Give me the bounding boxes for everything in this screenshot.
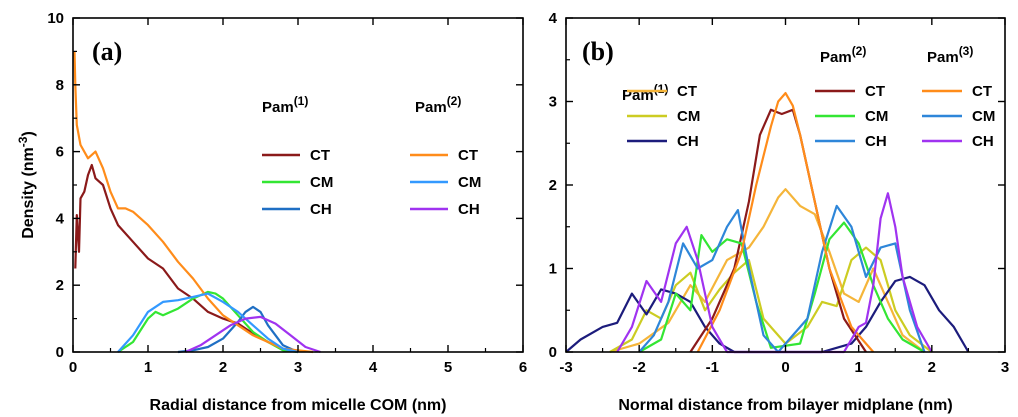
legend-entry-label: CM [972, 108, 995, 125]
y-axis-title: Density (nm-3) [16, 131, 37, 239]
legend-group-title-sup: (2) [447, 94, 462, 108]
x-tick-label: -1 [706, 359, 719, 376]
legend-group-title-main: Pam [622, 87, 654, 104]
x-tick-label: -3 [559, 359, 572, 376]
x-tick-label: 3 [1001, 359, 1009, 376]
x-tick-label: 2 [219, 359, 227, 376]
legend-group-title-sup: (1) [294, 94, 309, 108]
series-line-1-0 [609, 188, 926, 354]
y-axis-title-end: ) [20, 131, 37, 136]
x-tick-label: 1 [854, 359, 862, 376]
legend-group-title-sup: (1) [654, 82, 669, 96]
legend-entry-label: CH [458, 201, 480, 218]
x-tick-label: 2 [928, 359, 936, 376]
legend-group-title-main: Pam [927, 49, 959, 66]
x-tick-label: 3 [294, 359, 302, 376]
legend-group-title-sup: (3) [959, 44, 974, 58]
x-tick-label: -2 [632, 359, 645, 376]
series-line-0-4 [117, 292, 299, 354]
series-line-0-0 [74, 163, 299, 354]
legend-group-title: Pam(2) [415, 94, 461, 116]
y-axis-title-sup: -3 [16, 136, 30, 147]
legend-group-title: Pam(3) [927, 44, 973, 66]
y-tick-label: 10 [47, 10, 64, 27]
legend-group-title: Pam(1) [262, 94, 308, 116]
x-tick-label: 4 [369, 359, 378, 376]
panel-b: -3 -2 -1 0 1 2 3 0 1 2 3 4 Normal distance from bila… [549, 10, 1010, 414]
x-tick-label: 1 [144, 359, 152, 376]
x-tick-label: 6 [519, 359, 527, 376]
series-line-1-5 [638, 204, 926, 354]
panel-a: 0 1 2 3 4 5 6 0 2 4 6 8 10 Radial distance from micel… [16, 10, 527, 414]
y-tick-label: 2 [549, 177, 557, 194]
y-tick-label: 2 [56, 277, 64, 294]
legend-group-title-main: Pam [262, 99, 294, 116]
x-tick-label: 0 [781, 359, 789, 376]
plot-frame [565, 17, 1006, 353]
y-axis-title-main: Density (nm [20, 147, 37, 239]
legend-entry-label: CM [865, 108, 888, 125]
legend-entry-label: CT [458, 147, 478, 164]
x-tick-label: 0 [69, 359, 77, 376]
y-tick-label: 0 [56, 344, 64, 361]
legend-entry-label: CT [865, 83, 885, 100]
legend-group-title: Pam(2) [820, 44, 866, 66]
legend-group-title: Pam(1) [622, 82, 668, 104]
legend-entry-label: CM [310, 174, 333, 191]
series-line-0-5 [185, 315, 321, 354]
y-tick-label: 6 [56, 144, 64, 161]
legend-entry-label: CM [677, 108, 700, 125]
y-tick-label: 0 [549, 344, 557, 361]
legend-entry-label: CH [865, 133, 887, 150]
series-line-1-6 [696, 92, 875, 353]
legend-group-title-main: Pam [820, 49, 852, 66]
legend-entry-label: CT [310, 147, 330, 164]
x-axis-title: Radial distance from micelle COM (nm) [150, 397, 447, 414]
series-line-1-1 [609, 246, 933, 353]
x-tick-label: 5 [444, 359, 452, 376]
legend-entry-label: CH [677, 133, 699, 150]
x-axis-title: Normal distance from bilayer midplane (n… [618, 397, 952, 414]
y-tick-label: 4 [549, 10, 558, 27]
panel-label: (a) [92, 37, 122, 66]
legend-group-title-sup: (2) [852, 44, 867, 58]
legend-entry-label: CM [458, 174, 481, 191]
legend-entry-label: CH [972, 133, 994, 150]
series-line-0-2 [177, 305, 299, 354]
y-tick-label: 3 [549, 94, 557, 111]
legend-entry-label: CT [972, 83, 992, 100]
y-tick-label: 1 [549, 261, 557, 278]
y-tick-label: 4 [56, 210, 65, 227]
legend-entry-label: CT [677, 83, 697, 100]
plot-frame [72, 17, 524, 353]
y-tick-label: 8 [56, 77, 64, 94]
legend-entry-label: CH [310, 201, 332, 218]
series-line-0-3 [73, 51, 314, 354]
legend-group-title-main: Pam [415, 99, 447, 116]
panel-label: (b) [582, 37, 614, 66]
